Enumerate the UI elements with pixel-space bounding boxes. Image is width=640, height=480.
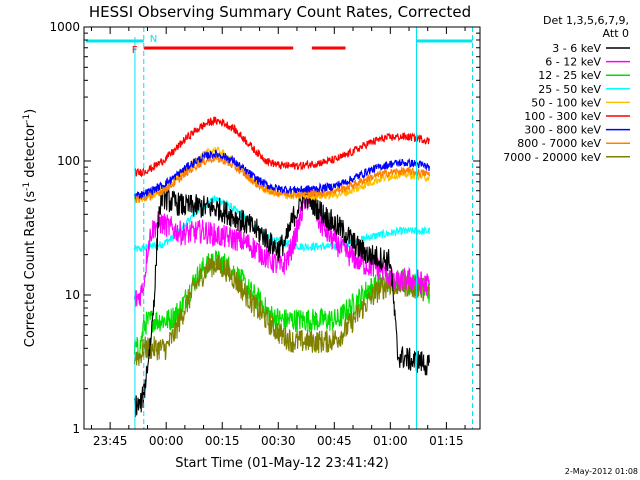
x-axis-label: Start Time (01-May-12 23:41:42) bbox=[175, 456, 389, 471]
y-tick-label: 1000 bbox=[49, 20, 80, 34]
x-tick-label: 00:15 bbox=[205, 434, 240, 448]
legend-header-line2: Att 0 bbox=[603, 27, 629, 40]
y-axis-label-main: Corrected Count Rate (s bbox=[23, 191, 38, 348]
x-tick-label: 00:30 bbox=[261, 434, 296, 448]
y-tick-label: 1 bbox=[72, 422, 80, 436]
axes: 23:45 00:00 00:15 00:30 00:45 01:00 01:15 1 10 10… bbox=[49, 20, 480, 448]
x-tick-label: 01:15 bbox=[429, 434, 464, 448]
flare-flag-label: F bbox=[132, 45, 138, 56]
legend-entry-label: 3 - 6 keV bbox=[552, 42, 601, 55]
y-tick-label: 10 bbox=[65, 288, 80, 302]
series-line-6-12-kev bbox=[133, 188, 430, 307]
x-tick-label: 01:00 bbox=[373, 434, 408, 448]
night-flag-label: N bbox=[150, 34, 157, 45]
plot-frame bbox=[83, 26, 481, 430]
plot-area: FN bbox=[85, 27, 474, 429]
legend-entry-label: 100 - 300 keV bbox=[524, 110, 601, 123]
chart-title: HESSI Observing Summary Count Rates, Cor… bbox=[89, 3, 471, 21]
legend-entry-label: 7000 - 20000 keV bbox=[503, 151, 601, 164]
y-axis-label-mid: detector bbox=[23, 122, 38, 182]
timestamp-label: 2-May-2012 01:08 bbox=[565, 467, 638, 476]
series-line-12-25-kev bbox=[133, 250, 430, 360]
x-tick-label: 00:00 bbox=[149, 434, 184, 448]
y-axis-label: Corrected Count Rate (s-1 detector-1) bbox=[22, 109, 38, 347]
series-line-100-300-kev bbox=[134, 116, 430, 178]
series-line-800-7000-kev bbox=[133, 154, 430, 203]
legend-header-line1: Det 1,3,5,6,7,9, bbox=[543, 14, 629, 27]
y-axis-label-end: ) bbox=[23, 109, 38, 114]
legend-entry-label: 800 - 7000 keV bbox=[517, 137, 601, 150]
y-axis-label-sup2: -1 bbox=[22, 114, 32, 123]
legend-entry-label: 6 - 12 keV bbox=[545, 56, 601, 69]
legend-entry-label: 50 - 100 keV bbox=[531, 96, 601, 109]
legend-entry-label: 12 - 25 keV bbox=[538, 69, 601, 82]
series-line-3-6-kev bbox=[133, 185, 430, 418]
y-tick-label: 100 bbox=[57, 154, 80, 168]
legend-entry-label: 300 - 800 keV bbox=[524, 124, 601, 137]
x-tick-label: 23:45 bbox=[93, 434, 128, 448]
series-line-300-800-kev bbox=[133, 149, 430, 200]
y-axis-label-sup1: -1 bbox=[22, 182, 32, 191]
x-tick-label: 00:45 bbox=[317, 434, 352, 448]
legend-entry-label: 25 - 50 keV bbox=[538, 83, 601, 96]
series-line-7000-20000-kev bbox=[133, 253, 430, 366]
